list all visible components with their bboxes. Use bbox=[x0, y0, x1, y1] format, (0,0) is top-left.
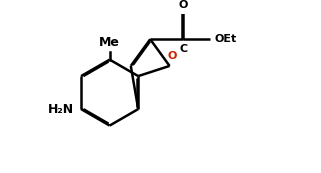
Text: O: O bbox=[168, 51, 177, 61]
Text: H₂N: H₂N bbox=[48, 103, 74, 116]
Text: C: C bbox=[179, 44, 187, 54]
Text: OEt: OEt bbox=[214, 34, 236, 44]
Text: O: O bbox=[178, 0, 188, 10]
Text: Me: Me bbox=[99, 36, 120, 49]
